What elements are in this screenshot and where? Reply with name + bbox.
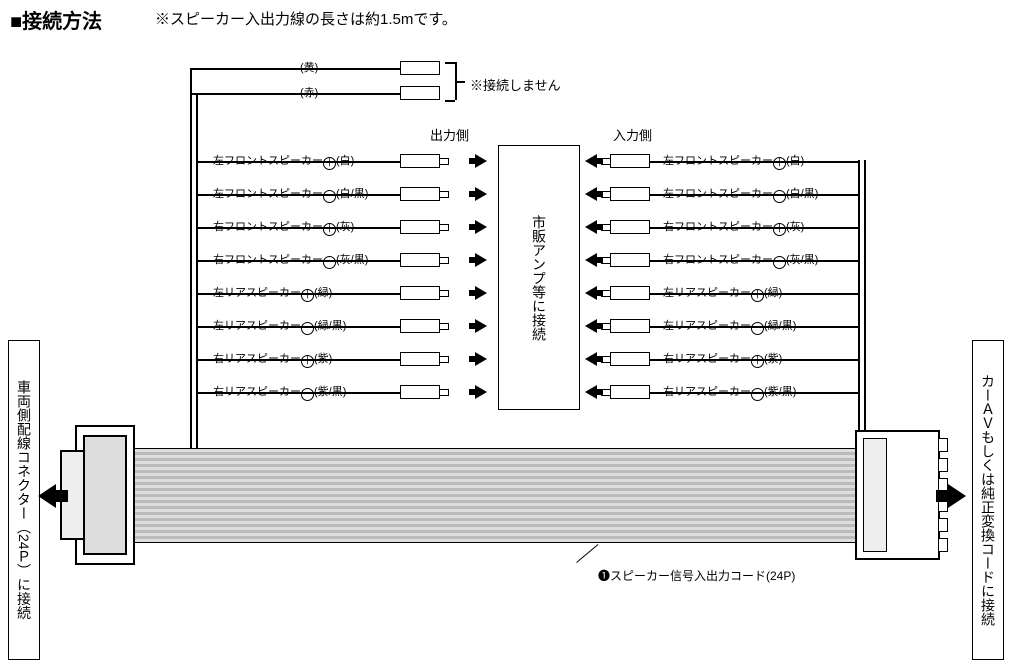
arrow-right-icon: [475, 253, 487, 267]
wire: [197, 260, 402, 262]
wire: [197, 359, 402, 361]
wire: [196, 93, 198, 450]
arrow-left-icon: [585, 286, 597, 300]
right-connector-label-box: カーＡＶもしくは純正変換コードに接続: [972, 340, 1004, 660]
arrow-right-icon: [475, 154, 487, 168]
wire: [197, 326, 402, 328]
plug: [610, 187, 650, 201]
arrow-right-icon: [475, 286, 487, 300]
bracket: [445, 62, 455, 64]
plug: [400, 385, 440, 399]
plug: [610, 154, 650, 168]
bullet-label: ❶スピーカー信号入出力コード(24P): [598, 567, 795, 584]
arrow-left-icon: [585, 319, 597, 333]
arrow-left-icon: [585, 352, 597, 366]
arrow-right-icon: [948, 484, 966, 508]
plug: [400, 220, 440, 234]
connector-right-inner: [863, 438, 887, 552]
lead-line: [576, 544, 598, 563]
subtitle: ※スピーカー入出力線の長さは約1.5mです。: [155, 8, 457, 29]
plug: [400, 319, 440, 333]
connector-tooth: [938, 438, 948, 452]
wire: [190, 93, 400, 95]
wire: [197, 194, 402, 196]
amp-box: 市販アンプ等に接続: [498, 145, 580, 410]
wire: [858, 160, 860, 450]
plug: [400, 187, 440, 201]
plug: [610, 352, 650, 366]
plug: [400, 352, 440, 366]
input-side-label: 入力側: [613, 125, 652, 144]
wire: [197, 392, 402, 394]
title: ■接続方法: [10, 5, 102, 34]
connector-tooth: [938, 538, 948, 552]
unused-note: ※接続しません: [470, 75, 561, 94]
arrow-left-icon: [585, 154, 597, 168]
plug: [610, 286, 650, 300]
arrow-left-icon: [38, 484, 56, 508]
plug: [400, 61, 440, 75]
wire: [197, 227, 402, 229]
arrow-left-icon: [585, 253, 597, 267]
left-connector-label-box: 車両側配線コネクター（24Ｐ）に接続: [8, 340, 40, 660]
plug: [610, 319, 650, 333]
connector-tooth: [938, 458, 948, 472]
output-side-label: 出力側: [430, 125, 469, 144]
unused-wire-label: (黄): [300, 59, 318, 75]
wire: [650, 194, 860, 196]
wire: [190, 68, 192, 450]
plug: [400, 86, 440, 100]
plug: [400, 286, 440, 300]
unused-wire-label: (赤): [300, 84, 318, 100]
wire: [650, 359, 860, 361]
wire: [650, 161, 860, 163]
arrow-right-icon: [475, 385, 487, 399]
wire: [650, 293, 860, 295]
wire: [197, 161, 402, 163]
arrow-right-icon: [475, 352, 487, 366]
wire: [650, 260, 860, 262]
arrow-left-icon: [585, 385, 597, 399]
plug: [610, 385, 650, 399]
plug: [610, 220, 650, 234]
arrow-left-icon: [585, 187, 597, 201]
wire: [650, 392, 860, 394]
plug: [610, 253, 650, 267]
connector-tooth: [938, 518, 948, 532]
wire: [650, 227, 860, 229]
bracket: [455, 81, 465, 83]
wire: [190, 68, 400, 70]
bracket: [445, 100, 455, 102]
arrow-right-icon: [475, 187, 487, 201]
wire: [650, 326, 860, 328]
arrow-right-icon: [475, 319, 487, 333]
wire: [864, 160, 866, 450]
harness-body: [130, 448, 870, 543]
arrow-left-icon: [585, 220, 597, 234]
plug: [400, 253, 440, 267]
connector-left-inner: [83, 435, 127, 555]
wire: [197, 293, 402, 295]
plug: [400, 154, 440, 168]
arrow-right-icon: [475, 220, 487, 234]
